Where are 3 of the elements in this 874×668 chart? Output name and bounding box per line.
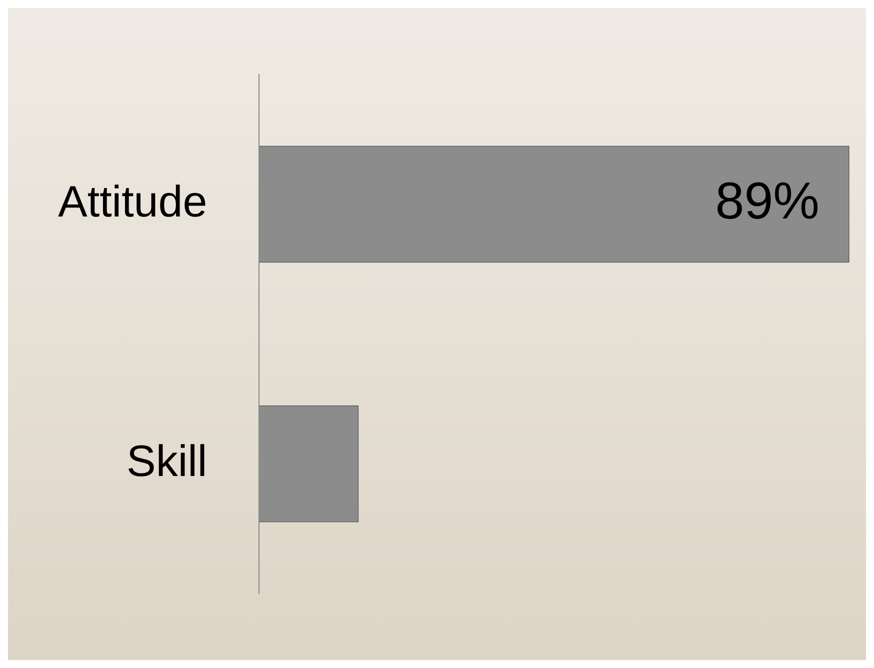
data-label: 89% <box>715 172 820 231</box>
y-tick-label: Skill <box>126 436 208 486</box>
y-tick-label: Attitude <box>58 177 208 226</box>
